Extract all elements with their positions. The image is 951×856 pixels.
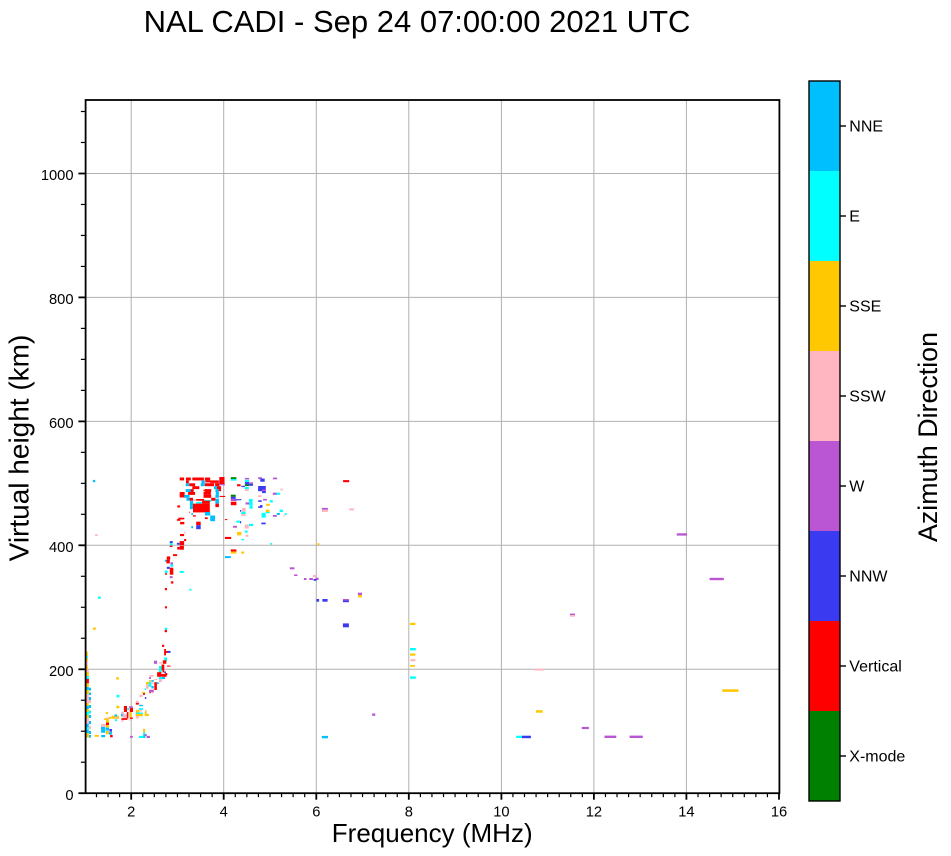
svg-text:8: 8 xyxy=(405,804,413,820)
svg-text:NNW: NNW xyxy=(849,569,888,586)
svg-text:16: 16 xyxy=(771,804,787,820)
svg-text:SSW: SSW xyxy=(849,389,886,406)
svg-text:400: 400 xyxy=(49,540,74,556)
svg-text:E: E xyxy=(849,209,860,226)
svg-text:X-mode: X-mode xyxy=(849,749,905,766)
svg-text:6: 6 xyxy=(312,804,320,820)
svg-text:NAL CADI - Sep 24 07:00:00 202: NAL CADI - Sep 24 07:00:00 2021 UTC xyxy=(144,4,691,39)
svg-text:4: 4 xyxy=(220,804,228,820)
svg-text:Vertical: Vertical xyxy=(849,659,901,676)
svg-text:Frequency (MHz): Frequency (MHz) xyxy=(332,818,533,848)
svg-text:SSE: SSE xyxy=(849,299,881,316)
svg-text:Virtual height (km): Virtual height (km) xyxy=(4,335,35,562)
svg-text:10: 10 xyxy=(493,804,509,820)
svg-text:600: 600 xyxy=(49,416,74,432)
svg-text:1000: 1000 xyxy=(41,168,74,184)
svg-text:12: 12 xyxy=(586,804,602,820)
svg-text:2: 2 xyxy=(127,804,135,820)
svg-text:W: W xyxy=(849,479,865,496)
svg-text:Azimuth Direction: Azimuth Direction xyxy=(913,332,943,542)
svg-text:0: 0 xyxy=(65,788,73,804)
svg-text:14: 14 xyxy=(678,804,694,820)
svg-text:800: 800 xyxy=(49,292,74,308)
svg-text:200: 200 xyxy=(49,664,74,680)
svg-text:NNE: NNE xyxy=(849,119,883,136)
